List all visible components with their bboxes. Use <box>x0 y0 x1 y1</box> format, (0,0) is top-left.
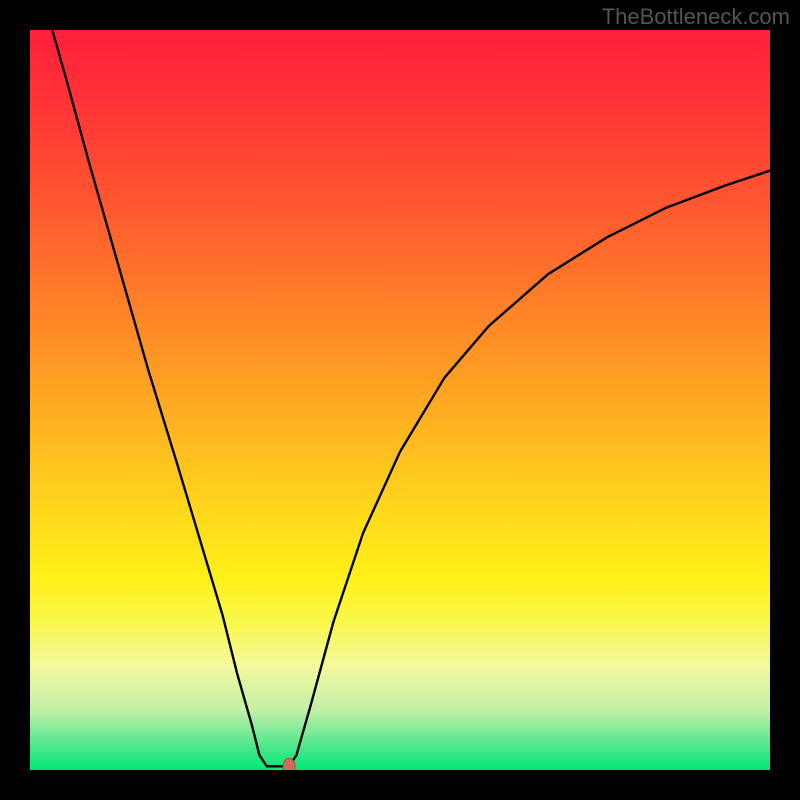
gradient-background <box>30 30 770 770</box>
bottleneck-chart: TheBottleneck.com <box>0 0 800 800</box>
watermark-text: TheBottleneck.com <box>602 4 790 30</box>
chart-svg <box>0 0 800 800</box>
